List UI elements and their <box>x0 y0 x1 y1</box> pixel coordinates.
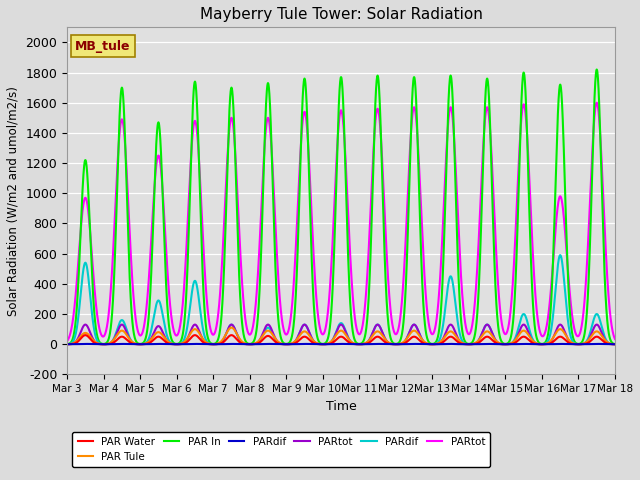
PAR Tule <box>582 339 590 345</box>
Title: Mayberry Tule Tower: Solar Radiation: Mayberry Tule Tower: Solar Radiation <box>200 7 483 22</box>
PARtot <box>582 340 590 346</box>
PAR In <box>593 67 600 72</box>
Line: PAR In: PAR In <box>67 70 615 344</box>
PARtot <box>611 336 619 342</box>
PARdif <box>611 341 619 347</box>
PARtot <box>129 282 136 288</box>
PAR Tule <box>129 339 136 345</box>
PARtot <box>63 338 71 344</box>
PARtot <box>63 341 71 347</box>
PAR Tule <box>561 330 568 336</box>
PARdif <box>273 341 281 347</box>
PARdif <box>558 258 566 264</box>
PARtot <box>273 338 281 344</box>
Legend: PAR Water, PAR Tule, PAR In, PARdif, PARtot, PARdif, PARtot: PAR Water, PAR Tule, PAR In, PARdif, PAR… <box>72 432 490 468</box>
PARdif <box>561 341 568 347</box>
PARdif <box>582 341 590 347</box>
PARtot <box>582 279 589 285</box>
PARtot <box>611 341 619 347</box>
PAR Water <box>561 336 568 342</box>
Line: PAR Water: PAR Water <box>67 335 615 344</box>
PAR Water <box>582 341 590 347</box>
PAR Tule <box>558 327 566 333</box>
PARtot <box>593 100 600 106</box>
PAR In <box>611 341 619 347</box>
PAR Tule <box>406 331 414 337</box>
PAR Water <box>406 336 414 342</box>
PAR In <box>558 96 566 101</box>
Line: PARtot: PARtot <box>67 324 615 344</box>
PARtot <box>406 328 414 334</box>
PARtot <box>81 322 89 327</box>
PARtot <box>558 198 566 204</box>
PARdif <box>556 252 564 258</box>
Text: MB_tule: MB_tule <box>76 40 131 53</box>
PARdif <box>611 341 619 347</box>
PAR Water <box>81 332 89 338</box>
PAR Water <box>558 334 566 340</box>
PAR Tule <box>611 341 619 347</box>
PARdif <box>561 282 568 288</box>
PAR Water <box>129 341 136 347</box>
PARdif <box>63 341 71 347</box>
X-axis label: Time: Time <box>326 400 356 413</box>
PAR Tule <box>63 341 71 347</box>
Y-axis label: Solar Radiation (W/m2 and umol/m2/s): Solar Radiation (W/m2 and umol/m2/s) <box>7 86 20 316</box>
PARtot <box>558 323 566 329</box>
PARdif <box>63 341 71 347</box>
PAR In <box>129 321 136 327</box>
PARtot <box>406 148 413 154</box>
PARdif <box>273 338 281 344</box>
Line: PARdif: PARdif <box>67 255 615 344</box>
PARdif <box>406 341 414 347</box>
PAR In <box>561 164 568 169</box>
PARtot <box>273 252 281 257</box>
PARtot <box>561 328 568 334</box>
PARtot <box>561 220 568 226</box>
Line: PARtot: PARtot <box>67 103 615 341</box>
PAR Water <box>273 340 281 346</box>
PAR Tule <box>228 325 236 331</box>
PAR Tule <box>273 338 281 344</box>
PAR In <box>273 297 281 302</box>
PARdif <box>81 341 89 347</box>
PAR In <box>582 321 589 327</box>
PAR Water <box>611 341 619 347</box>
PARdif <box>582 339 590 345</box>
PARdif <box>406 328 413 334</box>
PARdif <box>558 341 566 347</box>
PAR Water <box>63 341 71 347</box>
Line: PAR Tule: PAR Tule <box>67 328 615 344</box>
PAR In <box>406 160 413 166</box>
PARdif <box>129 341 136 347</box>
PARdif <box>129 339 136 345</box>
PAR In <box>63 341 71 347</box>
PARtot <box>129 340 136 346</box>
